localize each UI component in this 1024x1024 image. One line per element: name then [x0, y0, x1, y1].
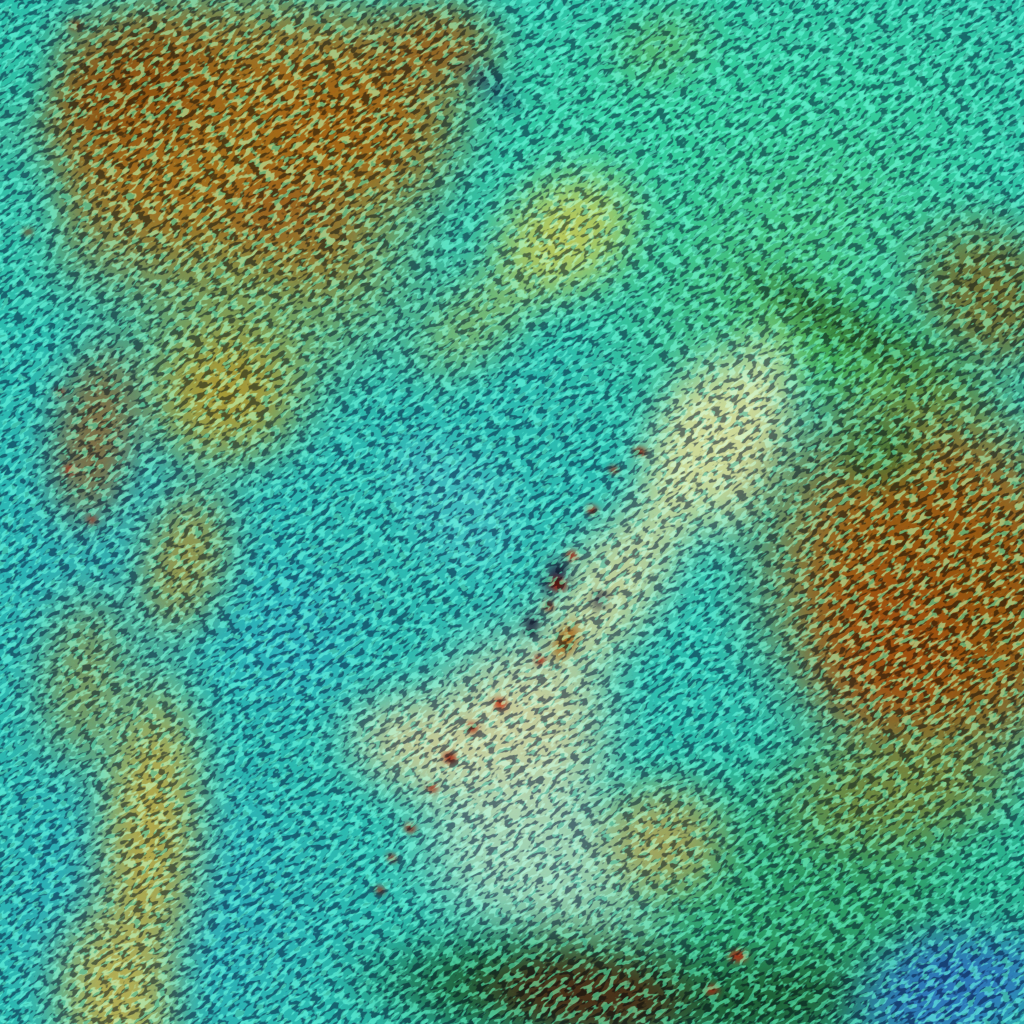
satellite-image-canvas: [0, 0, 1024, 1024]
chromatic-grain-texture: [0, 0, 1024, 1024]
